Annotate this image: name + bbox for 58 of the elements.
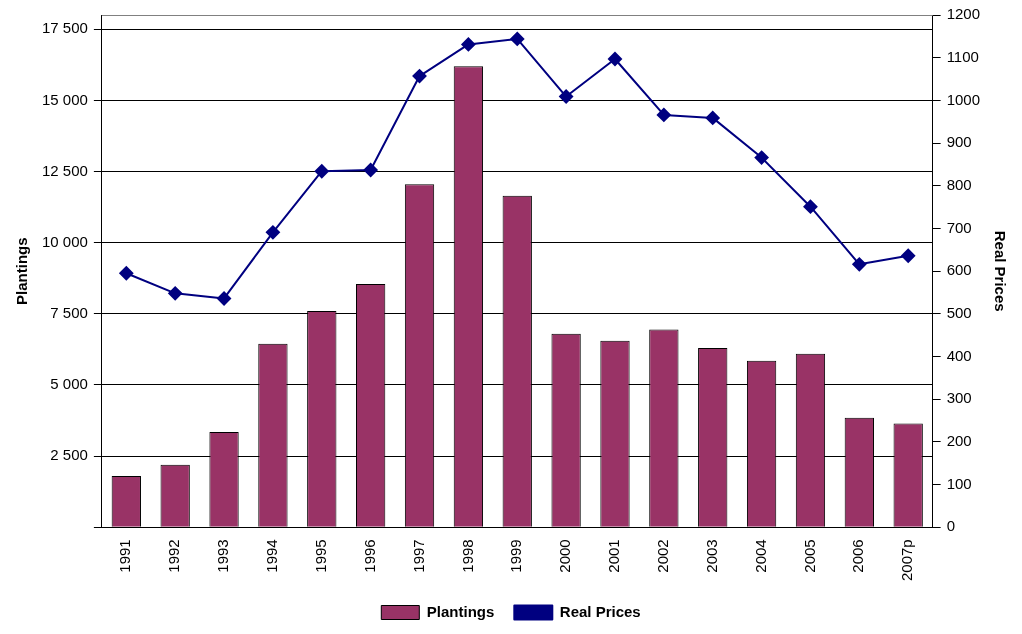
point [559,89,574,104]
y-tick-label: 15 000 [41,90,88,108]
y-tick-label: 10 000 [41,232,88,250]
y2-tick-label: 300 [946,389,972,407]
y-tick-label: 2 500 [50,446,88,464]
point [510,31,525,46]
y2-tick-label: 1000 [946,90,981,108]
point [119,266,134,281]
x-tick-label: 1998 [458,539,476,573]
x-tick-label: 2002 [654,539,671,573]
x-tick-label: 1991 [116,539,134,573]
x-tick-label: 1997 [409,539,427,573]
x-tick-label: 2000 [556,539,574,573]
point [168,286,183,301]
x-tick-label: 2006 [849,539,867,573]
y2-tick-label: 400 [946,346,972,364]
x-tick-label: 1999 [507,539,525,573]
y-tick-label: 12 500 [41,161,88,179]
x-tick-label: 1994 [263,539,281,573]
point [461,37,476,52]
x-tick-label: 2007p [898,539,916,582]
y-axis-title: Plantings [13,237,31,305]
x-tick-label: 2004 [751,539,769,573]
x-tick-label: 1995 [311,539,329,573]
y2-tick-label: 600 [946,261,972,279]
point [656,107,671,122]
y-tick-label: 17 500 [41,19,88,37]
legend-label: Plantings [426,602,495,620]
point [705,110,720,125]
point [217,291,232,306]
y2-tick-label: 1200 [946,5,981,23]
y2-tick-label: 700 [946,218,972,236]
x-tick-label: 2003 [702,539,720,573]
legend-label: Real Prices [559,602,641,620]
x-tick-label: 2001 [605,539,623,573]
y2-tick-label: 100 [946,474,972,492]
point [412,69,427,84]
y2-tick-label: 0 [946,517,955,535]
x-tick-label: 2005 [800,539,818,573]
point [901,248,916,263]
y2-tick-label: 900 [946,133,972,151]
y2-tick-label: 1100 [946,47,979,65]
y-tick-label: 7 500 [50,303,88,321]
x-tick-label: 1992 [165,539,183,573]
point [314,164,329,179]
y2-tick-label: 200 [946,432,972,450]
point [754,150,769,165]
point [265,225,280,240]
point [852,257,867,272]
point [363,162,378,177]
point [607,51,622,66]
y2-tick-label: 500 [946,303,972,321]
y2-tick-label: 800 [946,175,972,193]
y-tick-label: 5 000 [50,375,88,393]
point [803,199,818,214]
y2-axis-title: Real Prices [991,230,1009,312]
x-tick-label: 1996 [360,539,378,573]
x-tick-label: 1993 [214,539,232,573]
